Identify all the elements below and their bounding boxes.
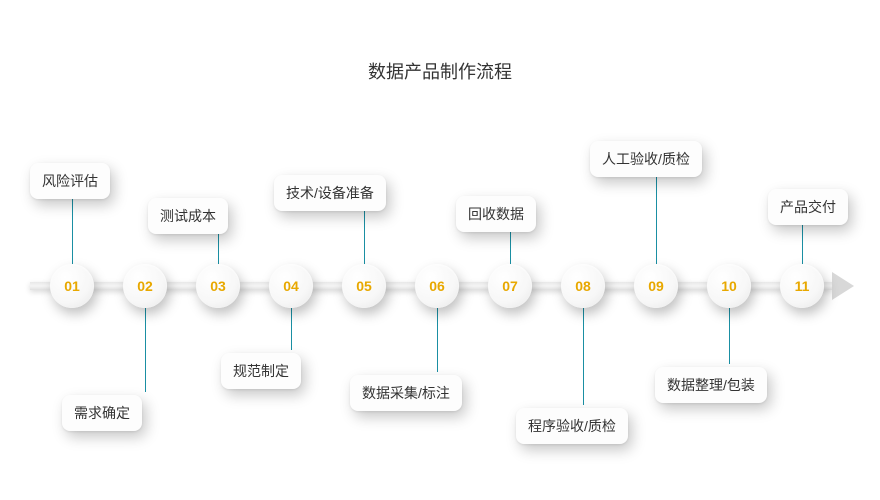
connector-11: [802, 222, 803, 266]
timeline-node-06: 06: [415, 264, 459, 308]
connector-10: [729, 308, 730, 364]
connector-05: [364, 209, 365, 266]
timeline-node-03: 03: [196, 264, 240, 308]
timeline-arrowhead: [832, 272, 854, 300]
node-number: 08: [575, 278, 591, 294]
connector-08: [583, 308, 584, 405]
timeline-node-01: 01: [50, 264, 94, 308]
connector-04: [291, 308, 292, 350]
connector-02: [145, 308, 146, 392]
timeline-node-02: 02: [123, 264, 167, 308]
timeline-node-07: 07: [488, 264, 532, 308]
node-number: 05: [356, 278, 372, 294]
node-number: 03: [210, 278, 226, 294]
timeline-node-10: 10: [707, 264, 751, 308]
connector-01: [72, 197, 73, 266]
connector-06: [437, 308, 438, 372]
step-label-03: 测试成本: [148, 198, 228, 234]
step-label-02: 需求确定: [62, 395, 142, 431]
step-label-08: 程序验收/质检: [516, 408, 628, 444]
step-label-09: 人工验收/质检: [590, 141, 702, 177]
node-number: 11: [795, 278, 810, 294]
step-label-05: 技术/设备准备: [274, 175, 386, 211]
diagram-title: 数据产品制作流程: [0, 58, 880, 84]
timeline-node-08: 08: [561, 264, 605, 308]
step-label-06: 数据采集/标注: [350, 375, 462, 411]
connector-09: [656, 175, 657, 266]
timeline-node-04: 04: [269, 264, 313, 308]
node-number: 04: [283, 278, 299, 294]
timeline-node-09: 09: [634, 264, 678, 308]
node-number: 02: [137, 278, 153, 294]
step-label-11: 产品交付: [768, 189, 848, 225]
node-number: 10: [721, 278, 737, 294]
step-label-01: 风险评估: [30, 163, 110, 199]
node-number: 06: [429, 278, 445, 294]
connector-03: [218, 232, 219, 266]
node-number: 09: [648, 278, 664, 294]
step-label-10: 数据整理/包装: [655, 367, 767, 403]
step-label-07: 回收数据: [456, 196, 536, 232]
step-label-04: 规范制定: [221, 353, 301, 389]
timeline-node-11: 11: [780, 264, 824, 308]
connector-07: [510, 230, 511, 266]
node-number: 01: [64, 278, 80, 294]
node-number: 07: [502, 278, 518, 294]
timeline-node-05: 05: [342, 264, 386, 308]
